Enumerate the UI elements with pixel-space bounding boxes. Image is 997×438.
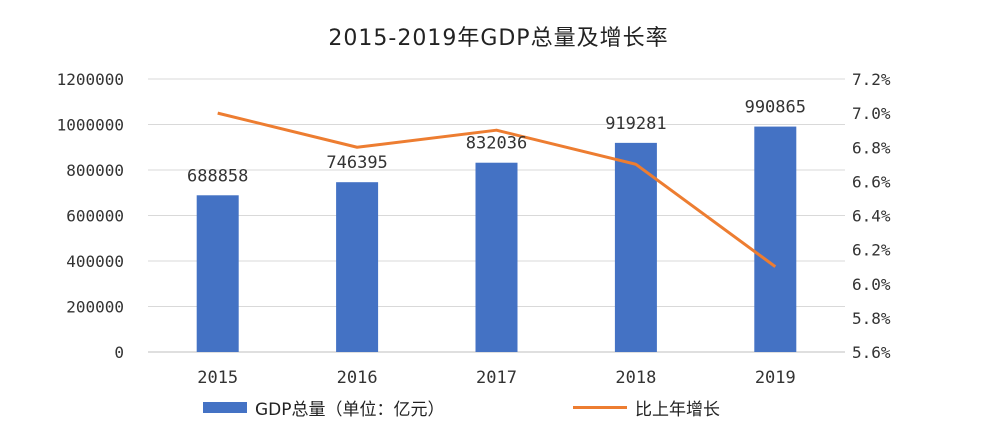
bar (614, 142, 657, 352)
bar-series (196, 126, 797, 352)
x-axis-tick-label: 2015 (197, 368, 238, 388)
right-axis-tick-label: 5.6% (852, 343, 891, 362)
chart-title: 2015-2019年GDP总量及增长率 (328, 26, 669, 51)
x-axis: 2015 2016 2017 2018 2019 (197, 368, 796, 388)
right-axis-tick-label: 5.8% (852, 309, 891, 328)
right-axis-tick-label: 6.4% (852, 207, 891, 226)
left-axis-tick-label: 200000 (66, 298, 124, 317)
right-axis-tick-label: 6.8% (852, 138, 891, 157)
legend-label-gdp: GDP总量（单位：亿元） (255, 400, 445, 420)
x-axis-tick-label: 2018 (615, 368, 656, 388)
bar (336, 182, 379, 352)
right-axis-ticks: 5.6% 5.8% 6.0% 6.2% 6.4% 6.6% 6.8% 7.0% 7.2% (852, 70, 891, 362)
bar (754, 126, 797, 352)
left-axis-tick-label: 800000 (66, 161, 124, 180)
left-axis-ticks: 0 200000 400000 600000 800000 1000000 1200000 (57, 70, 124, 362)
x-axis-tick-label: 2017 (476, 368, 517, 388)
data-labels: 688858 746395 832036 919281 990865 (187, 98, 806, 187)
bar-data-label: 919281 (605, 114, 666, 134)
bar (475, 162, 518, 352)
left-axis-tick-label: 1000000 (57, 116, 124, 135)
bar (196, 195, 239, 352)
chart-plot: 020000040000060000080000010000001200000 … (57, 70, 891, 388)
legend-swatch-gdp (203, 402, 247, 413)
x-axis-tick-label: 2016 (337, 368, 378, 388)
legend-item-growth[interactable]: 比上年增长 (573, 395, 720, 420)
growth-line (217, 111, 777, 268)
line-series (217, 111, 777, 268)
bar-data-label: 688858 (187, 166, 248, 186)
left-axis-tick-label: 600000 (66, 207, 124, 226)
bar-data-label: 746395 (326, 153, 387, 173)
legend-swatch-growth (573, 406, 627, 409)
bar-data-label: 990865 (745, 98, 806, 118)
right-axis-tick-label: 7.0% (852, 104, 891, 123)
right-axis-tick-label: 6.2% (852, 241, 891, 260)
right-axis-tick-label: 6.6% (852, 172, 891, 191)
right-axis-tick-label: 6.0% (852, 275, 891, 294)
left-axis-tick-label: 0 (114, 343, 124, 362)
bar-data-label: 832036 (466, 134, 527, 154)
left-axis-tick-label: 400000 (66, 252, 124, 271)
legend: GDP总量（单位：亿元） 比上年增长 (0, 395, 997, 427)
legend-label-growth: 比上年增长 (635, 400, 720, 420)
legend-item-gdp[interactable]: GDP总量（单位：亿元） (203, 395, 445, 420)
left-axis-tick-label: 1200000 (57, 70, 124, 89)
x-axis-tick-label: 2019 (755, 368, 796, 388)
right-axis-tick-label: 7.2% (852, 70, 891, 89)
